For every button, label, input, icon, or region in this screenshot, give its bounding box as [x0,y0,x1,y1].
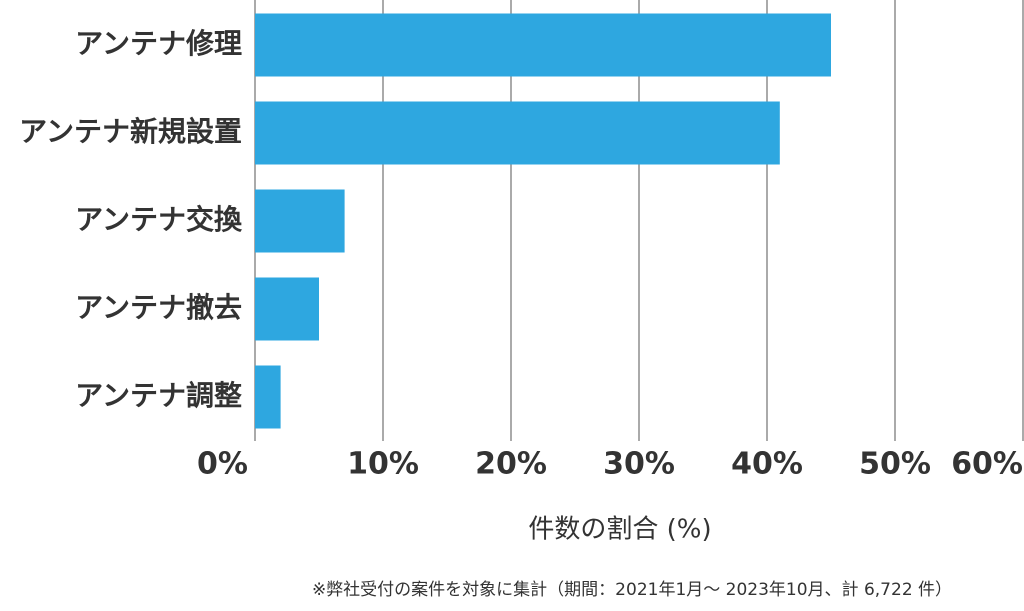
x-tick-label: 60% [951,447,1023,482]
bar [255,13,831,77]
y-tick-label: アンテナ新規設置 [19,115,242,148]
y-tick-label: アンテナ交換 [75,203,243,236]
footnote: ※弊社受付の案件を対象に集計（期間：2021年1月～ 2023年10月、計 6,… [312,580,952,600]
bar [255,365,281,429]
x-tick-label: 20% [475,447,547,482]
bar [255,189,345,253]
x-axis-label: 件数の割合 (%) [528,515,711,545]
y-tick-label: アンテナ撤去 [75,291,242,324]
y-tick-label: アンテナ調整 [75,379,242,412]
x-tick-label: 30% [603,447,675,482]
x-tick-label: 10% [347,447,419,482]
x-tick-label: 0% [197,447,248,482]
y-tick-label: アンテナ修理 [75,27,242,60]
x-tick-label: 50% [859,447,931,482]
bar [255,277,319,341]
x-tick-label: 40% [731,447,803,482]
bar [255,101,780,165]
